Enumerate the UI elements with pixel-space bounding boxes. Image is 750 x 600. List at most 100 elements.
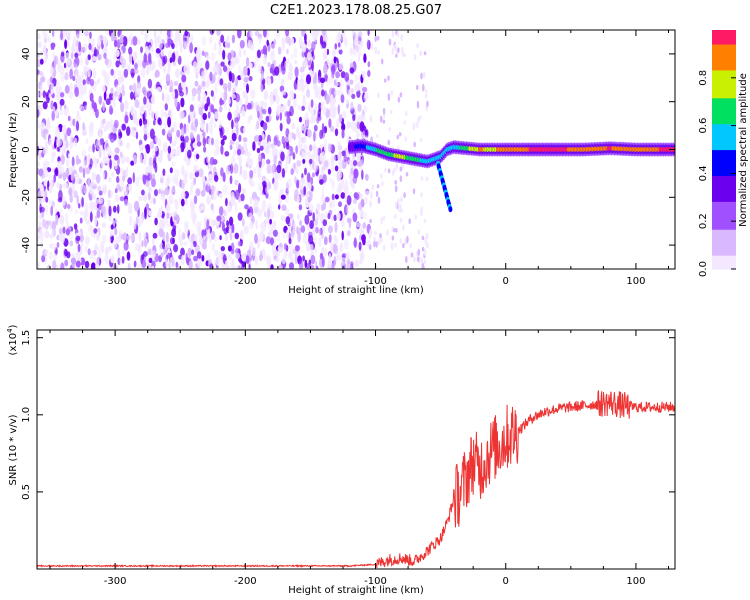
colorbar-step [712,45,736,49]
colorbar-tick-label: 0.6 [698,118,709,134]
noise-cell [114,147,120,154]
noise-cell [185,252,188,263]
noise-cell [394,242,397,248]
noise-cell [229,61,233,71]
noise-cell [59,214,65,226]
noise-cell [102,149,106,157]
colorbar-step [712,93,736,97]
noise-cell [55,214,59,226]
noise-cell [73,63,78,69]
noise-cell [168,50,173,59]
colorbar-step [712,147,736,151]
noise-cell [162,243,166,250]
spectrogram-marks [37,30,675,269]
snr-ylabel-exponent: (x104) [6,324,19,355]
noise-cell [288,262,295,269]
noise-cell [168,109,171,119]
noise-cell [278,46,282,55]
noise-cell [280,78,285,86]
noise-cell [39,50,44,56]
noise-cell [338,113,343,123]
noise-cell [333,154,336,162]
noise-cell [129,84,133,91]
colorbar-step [712,79,736,83]
noise-cell [38,149,42,161]
noise-cell [320,102,325,111]
noise-cell [315,226,319,234]
noise-cell [244,204,249,210]
noise-cell [212,73,216,83]
noise-cell [110,32,115,42]
noise-cell [196,133,201,143]
noise-cell [169,167,173,174]
noise-cell [393,167,396,174]
noise-cell [138,195,143,202]
colorbar-step [712,51,736,55]
noise-cell [122,248,125,255]
noise-cell [62,144,67,154]
noise-cell [321,256,325,268]
noise-cell [261,158,265,167]
noise-cell [103,52,107,60]
noise-cell [180,97,185,108]
noise-cell [425,232,429,240]
noise-cell [132,172,135,184]
noise-cell [175,68,180,79]
noise-cell [51,151,57,158]
colorbar-step [712,127,736,131]
noise-cell [135,131,139,140]
noise-cell [402,243,405,249]
colorbar-step [712,61,736,65]
noise-cell [328,143,332,153]
noise-cell [121,256,125,264]
noise-cell [399,92,403,98]
noise-cell [421,246,425,252]
noise-cell [298,138,303,148]
noise-cell [235,252,240,259]
noise-cell [171,211,176,223]
noise-cell [227,245,232,252]
noise-cell [196,141,202,147]
colorbar-step [712,155,736,159]
noise-cell [98,190,103,196]
noise-cell [45,205,49,215]
noise-cell [52,51,55,60]
noise-cell [116,175,120,184]
noise-cell [194,80,199,87]
noise-cell [338,49,343,55]
noise-cell [300,74,304,83]
noise-cell [369,200,372,208]
noise-cell [97,185,102,192]
noise-cell [64,39,68,50]
snr-frame [36,329,676,570]
noise-cell [270,91,274,101]
noise-cell [66,30,71,39]
noise-cell [180,247,185,257]
colorbar-step [712,109,736,113]
noise-cell [311,60,314,72]
noise-cell [274,66,280,76]
noise-cell [68,187,73,197]
noise-cell [201,50,205,57]
noise-cell [63,182,69,189]
noise-cell [314,218,319,227]
noise-cell [211,243,215,252]
noise-cell [82,167,86,179]
noise-cell [424,93,428,99]
noise-cell [50,205,54,216]
noise-cell [88,201,94,212]
noise-cell [412,188,416,195]
noise-cell [188,235,191,244]
noise-cell [393,228,396,233]
noise-cell [282,104,287,112]
noise-cell [229,216,234,226]
noise-cell [298,260,304,269]
noise-cell [167,67,171,75]
noise-cell [362,211,368,220]
noise-cell [143,232,147,239]
noise-cell [262,133,266,141]
noise-cell [77,75,82,86]
noise-cell [95,174,101,184]
noise-cell [163,119,167,130]
noise-cell [220,61,225,67]
